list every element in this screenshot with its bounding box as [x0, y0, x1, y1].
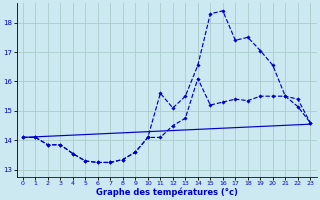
X-axis label: Graphe des températures (°c): Graphe des températures (°c) [96, 187, 237, 197]
